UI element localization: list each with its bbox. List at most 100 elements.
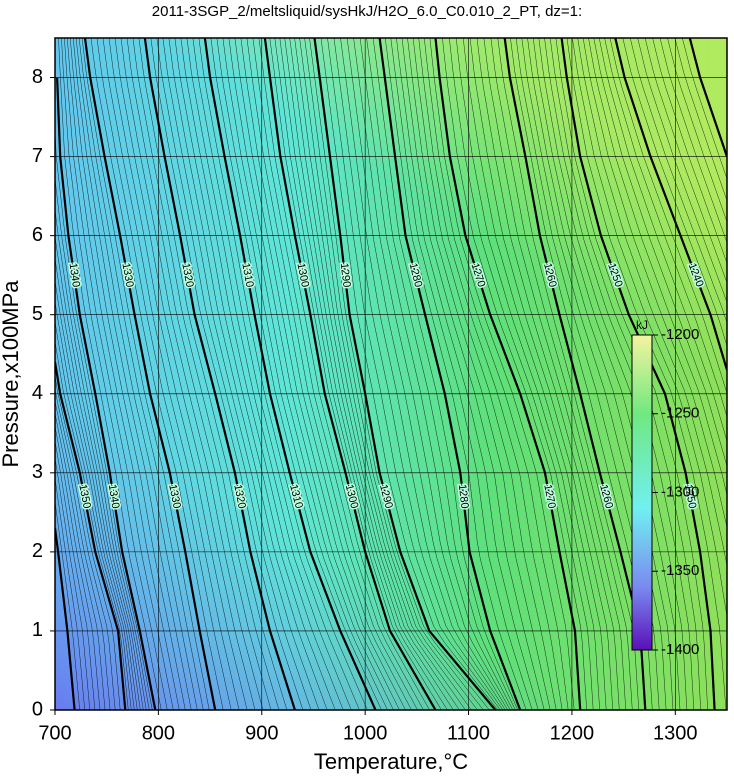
minor-contour bbox=[372, 38, 518, 710]
minor-contour bbox=[138, 38, 288, 710]
minor-contour bbox=[396, 38, 539, 710]
contour-label: 1280 bbox=[456, 484, 471, 510]
minor-contour bbox=[186, 38, 352, 710]
minor-contour bbox=[490, 38, 633, 710]
minor-contour bbox=[346, 38, 509, 710]
contour-label: 1350 bbox=[76, 483, 92, 509]
minor-contour bbox=[294, 38, 472, 710]
minor-contour bbox=[120, 38, 264, 710]
minor-contour bbox=[483, 38, 627, 710]
minor-contour bbox=[198, 38, 368, 710]
y-tick-label: 7 bbox=[32, 145, 43, 167]
minor-contour bbox=[234, 38, 406, 710]
minor-contour bbox=[228, 38, 400, 710]
minor-contour bbox=[252, 38, 424, 710]
contour-label: 1320 bbox=[231, 483, 247, 509]
minor-contour bbox=[340, 38, 506, 710]
minor-contour bbox=[222, 38, 394, 710]
y-axis-label: Pressure,x100MPa bbox=[0, 280, 23, 468]
minor-contour bbox=[55, 387, 116, 710]
minor-contour bbox=[55, 234, 144, 710]
minor-contour bbox=[69, 38, 186, 710]
minor-contour bbox=[81, 38, 210, 710]
minor-contour bbox=[72, 38, 192, 710]
minor-contour bbox=[572, 38, 727, 618]
minor-contour bbox=[588, 38, 727, 496]
minor-contour bbox=[637, 38, 727, 304]
minor-contour bbox=[538, 38, 688, 710]
minor-contour bbox=[61, 38, 168, 710]
minor-contour bbox=[674, 38, 727, 202]
colorbar-label: kJ bbox=[636, 318, 648, 332]
contour-label: 1340 bbox=[106, 483, 122, 509]
minor-contour bbox=[424, 38, 569, 710]
minor-contour bbox=[304, 38, 484, 710]
y-tick-label: 5 bbox=[32, 303, 43, 325]
minor-contour bbox=[682, 38, 727, 180]
minor-contour bbox=[55, 399, 111, 710]
minor-contour bbox=[401, 38, 545, 710]
minor-contour bbox=[629, 38, 727, 324]
minor-contour bbox=[75, 38, 198, 710]
minor-contour bbox=[476, 38, 620, 710]
minor-contour bbox=[327, 38, 501, 710]
y-tick-label: 1 bbox=[32, 619, 43, 641]
contour-line bbox=[614, 38, 727, 371]
minor-contour bbox=[180, 38, 344, 710]
minor-contour bbox=[274, 38, 448, 710]
minor-contour bbox=[359, 38, 514, 710]
minor-contour bbox=[67, 38, 180, 710]
minor-contour bbox=[455, 38, 600, 710]
minor-contour bbox=[78, 38, 204, 710]
minor-contour bbox=[55, 457, 91, 710]
x-tick-label: 900 bbox=[245, 722, 278, 744]
y-tick-label: 2 bbox=[32, 540, 43, 562]
minor-contour bbox=[55, 340, 129, 710]
minor-contour bbox=[429, 38, 575, 710]
minor-contour bbox=[577, 38, 727, 568]
minor-contour bbox=[289, 38, 466, 710]
minor-contour bbox=[55, 439, 96, 710]
y-tick-label: 0 bbox=[32, 698, 43, 720]
minor-contour bbox=[90, 38, 224, 710]
x-tick-label: 1000 bbox=[343, 722, 388, 744]
minor-contour bbox=[390, 38, 533, 710]
minor-contour bbox=[497, 38, 640, 710]
minor-contour bbox=[269, 38, 442, 710]
contour-line bbox=[55, 528, 76, 710]
minor-contour bbox=[55, 257, 141, 710]
contour-line bbox=[83, 38, 217, 710]
x-tick-label: 1300 bbox=[653, 722, 698, 744]
minor-contour bbox=[384, 38, 527, 710]
y-tick-label: 3 bbox=[32, 461, 43, 483]
minor-contour bbox=[644, 38, 727, 284]
minor-contour bbox=[521, 38, 667, 710]
minor-contour bbox=[55, 411, 106, 710]
minor-contour bbox=[168, 38, 328, 710]
minor-contour bbox=[55, 176, 150, 710]
y-tick-label: 8 bbox=[32, 66, 43, 88]
contour-line bbox=[503, 38, 647, 710]
minor-contour bbox=[418, 38, 563, 710]
minor-contour bbox=[462, 38, 607, 710]
minor-contour bbox=[532, 38, 681, 710]
contour-line bbox=[378, 38, 522, 710]
x-tick-label: 1100 bbox=[447, 722, 490, 744]
minor-contour bbox=[58, 38, 162, 710]
minor-contour bbox=[55, 374, 121, 710]
x-tick-label: 700 bbox=[38, 722, 71, 744]
minor-contour bbox=[593, 38, 727, 468]
plot-frame bbox=[54, 37, 728, 711]
minor-contour bbox=[412, 38, 557, 710]
minor-contour bbox=[299, 38, 478, 710]
minor-contour bbox=[442, 38, 587, 710]
minor-contour bbox=[114, 38, 256, 710]
colorbar-tick-label: -1300 bbox=[661, 483, 699, 500]
minor-contour bbox=[258, 38, 430, 710]
contour-line bbox=[263, 38, 437, 710]
x-tick-label: 800 bbox=[142, 722, 175, 744]
colorbar-tick-label: -1350 bbox=[661, 562, 699, 579]
minor-contour bbox=[210, 38, 382, 710]
minor-contour bbox=[527, 38, 674, 710]
